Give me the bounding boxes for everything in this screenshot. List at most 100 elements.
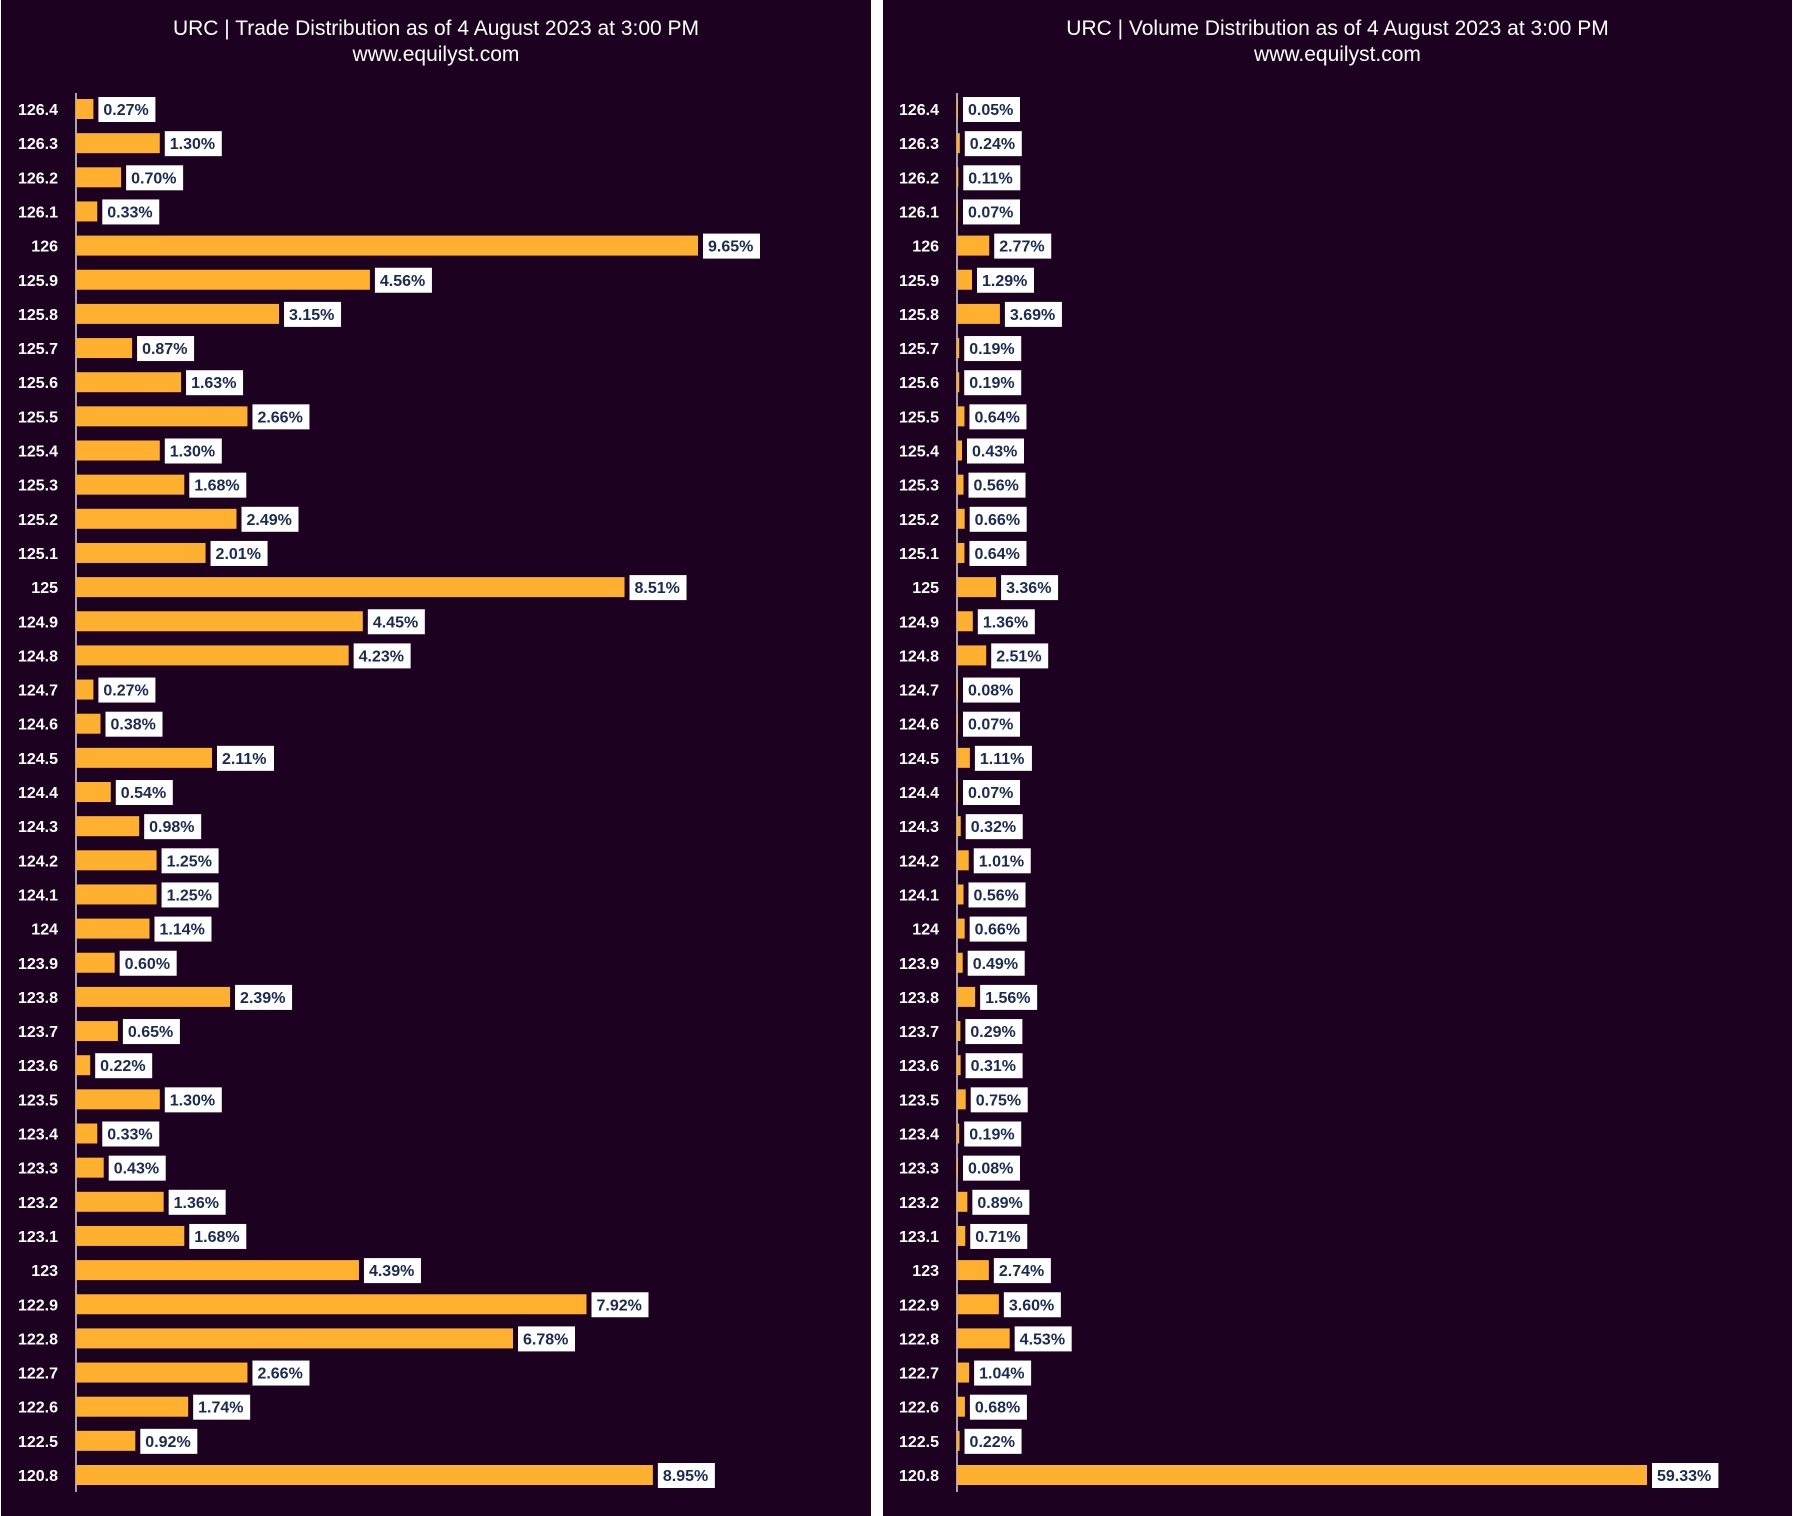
category-tick-label: 126 <box>912 239 939 256</box>
category-tick-label: 123.9 <box>18 956 58 973</box>
data-label-box <box>591 1292 649 1318</box>
category-tick-label: 126.3 <box>899 136 939 153</box>
category-tick-label: 123.6 <box>18 1058 58 1075</box>
data-label-box <box>164 438 222 464</box>
bar <box>76 1328 514 1349</box>
bar <box>957 1089 966 1110</box>
category-tick-label: 122.6 <box>899 1400 939 1417</box>
data-label-box <box>965 814 1023 840</box>
category-tick-label: 125.5 <box>899 409 939 426</box>
data-label-box <box>993 1258 1051 1284</box>
bar <box>957 611 973 632</box>
bar <box>76 406 248 427</box>
bar <box>957 269 973 290</box>
bar <box>957 747 970 768</box>
category-tick-label: 125 <box>31 580 58 597</box>
bar <box>957 1396 965 1417</box>
data-label-box <box>108 1155 166 1181</box>
category-tick-label: 125.2 <box>18 512 58 529</box>
category-tick-label: 124.3 <box>18 819 58 836</box>
data-label-box <box>969 916 1027 942</box>
data-label-box <box>119 950 177 976</box>
data-label: 3.69% <box>1010 307 1055 324</box>
data-label: 0.31% <box>971 1058 1016 1075</box>
data-label-box <box>963 677 1020 703</box>
data-label-box <box>189 1223 247 1249</box>
category-tick-label: 125.4 <box>899 444 939 461</box>
data-label: 3.15% <box>289 307 334 324</box>
category-tick-label: 126.4 <box>18 102 58 119</box>
data-label: 0.32% <box>971 819 1016 836</box>
category-tick-label: 124.5 <box>18 751 58 768</box>
data-label: 0.71% <box>975 1229 1020 1246</box>
data-label: 0.08% <box>968 683 1013 700</box>
category-tick-label: 122.9 <box>18 1297 58 1314</box>
category-tick-label: 124.1 <box>899 887 939 904</box>
category-tick-label: 123 <box>31 1263 58 1280</box>
bar <box>957 99 958 119</box>
data-label: 0.89% <box>977 1195 1022 1212</box>
data-label-box <box>164 131 222 157</box>
bar <box>76 167 122 188</box>
data-label: 1.68% <box>194 1229 239 1246</box>
data-label: 59.33% <box>1657 1468 1711 1485</box>
data-label: 0.05% <box>968 102 1013 119</box>
data-label-box <box>102 1121 160 1147</box>
category-tick-label: 122.5 <box>899 1434 939 1451</box>
data-label: 0.22% <box>970 1434 1015 1451</box>
data-label: 0.27% <box>103 683 148 700</box>
bar <box>957 167 959 188</box>
category-tick-label: 125.8 <box>899 307 939 324</box>
data-label-box <box>154 916 212 942</box>
bar <box>76 1294 587 1315</box>
category-tick-label: 123.4 <box>18 1127 58 1144</box>
category-tick-label: 124.2 <box>18 853 58 870</box>
data-label-box <box>994 233 1052 259</box>
data-label-box <box>629 575 687 601</box>
data-label: 4.23% <box>359 648 404 665</box>
bar <box>76 440 160 461</box>
data-label: 0.68% <box>975 1400 1020 1417</box>
category-tick-label: 124.9 <box>899 614 939 631</box>
bar <box>76 201 98 222</box>
data-label: 2.66% <box>257 409 302 426</box>
data-label-box <box>1014 1326 1072 1352</box>
category-tick-label: 124.1 <box>18 887 58 904</box>
data-label: 1.30% <box>170 136 215 153</box>
bar <box>76 986 231 1007</box>
bar <box>957 508 965 529</box>
data-label: 0.29% <box>970 1024 1015 1041</box>
data-label: 0.60% <box>125 956 170 973</box>
bar <box>76 474 185 495</box>
category-tick-label: 120.8 <box>899 1468 939 1485</box>
data-label-box <box>144 814 202 840</box>
data-label-box <box>367 609 425 635</box>
bar <box>76 1191 164 1212</box>
bar <box>76 372 182 393</box>
bar <box>957 1328 1010 1349</box>
bar <box>957 1260 989 1281</box>
data-label: 1.29% <box>982 273 1027 290</box>
data-label: 4.56% <box>380 273 425 290</box>
category-tick-label: 125.6 <box>899 375 939 392</box>
bar <box>957 1430 960 1451</box>
data-label: 1.68% <box>194 478 239 495</box>
bar <box>76 918 150 939</box>
data-label: 0.07% <box>968 204 1013 221</box>
data-label: 3.36% <box>1006 580 1051 597</box>
data-label-box <box>252 1360 310 1386</box>
category-tick-label: 125.4 <box>18 444 58 461</box>
data-label: 0.33% <box>107 1127 152 1144</box>
data-label-box <box>972 1189 1030 1215</box>
bar <box>76 542 206 563</box>
data-label-box <box>964 131 1022 157</box>
data-label-box <box>968 882 1026 908</box>
chart-title: URC | Volume Distribution as of 4 August… <box>1066 17 1609 40</box>
data-label: 0.64% <box>974 409 1019 426</box>
category-tick-label: 125.1 <box>899 546 939 563</box>
category-tick-label: 123.1 <box>899 1229 939 1246</box>
bar <box>957 1294 999 1315</box>
data-label: 1.25% <box>167 853 212 870</box>
category-tick-label: 123.2 <box>899 1195 939 1212</box>
bar <box>957 303 1000 324</box>
